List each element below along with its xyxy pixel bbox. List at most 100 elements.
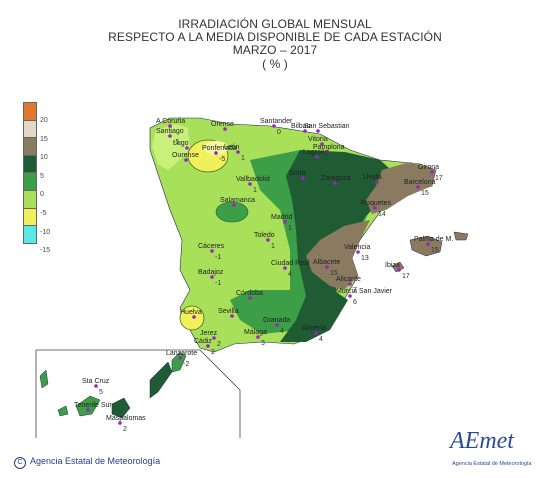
station-name: Ciudad Real xyxy=(271,260,310,267)
station-marker xyxy=(210,249,214,253)
station-name: Barcelona xyxy=(404,179,436,186)
station-marker xyxy=(214,151,218,155)
canaries-inset-border xyxy=(35,349,241,438)
station-name: Vitoria xyxy=(308,136,328,143)
station-marker xyxy=(86,408,90,412)
station-value: -1 xyxy=(215,254,221,261)
station-marker xyxy=(416,185,420,189)
station-marker xyxy=(333,181,337,185)
island-mallorca xyxy=(409,235,443,257)
station-marker xyxy=(192,315,196,319)
station-name: Cáceres xyxy=(198,243,225,250)
legend-tick-label: 5 xyxy=(40,172,44,180)
zone-galicia-pale xyxy=(152,124,190,170)
station-name: Lanzarote xyxy=(166,350,197,357)
copyright: C Agencia Estatal de Meteorología xyxy=(14,456,160,469)
station-value: -2 xyxy=(183,361,189,368)
station-marker xyxy=(275,323,279,327)
station-value: 1 xyxy=(288,225,292,232)
station-name: Soria xyxy=(289,170,305,177)
island-fuerteventura xyxy=(149,361,173,399)
station-name: Ibiza xyxy=(385,262,400,269)
station-name: Ourense xyxy=(172,152,199,159)
station-marker xyxy=(236,150,240,154)
island-la-palma xyxy=(39,369,49,389)
station-marker xyxy=(266,238,270,242)
station-name: Cádiz xyxy=(194,338,212,345)
station-value: 13 xyxy=(361,255,369,262)
station-marker xyxy=(325,265,329,269)
station-name: Lleida xyxy=(363,174,382,181)
station-value: 5 xyxy=(99,389,103,396)
station-name: Madrid xyxy=(271,214,293,221)
copyright-text: Agencia Estatal de Meteorología xyxy=(30,456,161,466)
station-name: Santander xyxy=(260,118,293,125)
station-name: Tenerife Sur xyxy=(74,402,112,409)
island-ibiza xyxy=(391,261,405,273)
station-name: Murcia San Javier xyxy=(336,288,393,295)
legend-swatch xyxy=(23,225,37,244)
station-value: 15 xyxy=(431,247,439,254)
station-value: 2 xyxy=(211,349,215,356)
station-marker xyxy=(223,127,227,131)
island-tenerife xyxy=(75,395,101,417)
station-value: 6 xyxy=(353,299,357,306)
station-marker xyxy=(348,294,352,298)
stations-layer: A Coruña Santiago -5 Orense Santander 0 Bilbao… xyxy=(74,118,453,433)
station-name: Huelva xyxy=(180,309,202,316)
station-value: 1 xyxy=(241,155,245,162)
station-marker xyxy=(375,180,379,184)
zone-salamanca xyxy=(215,201,249,223)
station-name: Valencia xyxy=(344,244,370,251)
station-name: Málaga xyxy=(244,329,267,336)
station-name: Santiago xyxy=(156,128,184,135)
map-title-line-2: RESPECTO A LA MEDIA DISPONIBLE DE CADA E… xyxy=(108,30,442,44)
station-value: 15 xyxy=(421,190,429,197)
station-value: 0 xyxy=(277,129,281,136)
station-name: Jerez xyxy=(200,330,218,337)
zone-brown-east xyxy=(306,220,370,290)
aemet-logo: AEmet Agencia Estatal de Meteorología xyxy=(450,428,540,474)
station-name: León xyxy=(224,144,240,151)
zone-brown-ne xyxy=(366,162,436,214)
station-marker xyxy=(314,331,318,335)
station-name: Córdoba xyxy=(236,290,263,297)
station-marker xyxy=(178,356,182,360)
station-name: Girona xyxy=(418,164,439,171)
station-value: 1 xyxy=(271,243,275,250)
station-value: 4 xyxy=(319,336,323,343)
station-marker xyxy=(426,242,430,246)
station-marker xyxy=(184,158,188,162)
station-name: Badajoz xyxy=(198,269,224,276)
legend-tick-label: 20 xyxy=(40,117,48,124)
station-value: -1 xyxy=(215,280,221,287)
station-value: 2 xyxy=(217,341,221,348)
station-name: Ponferrada xyxy=(202,145,237,152)
station-name: Almería xyxy=(302,325,326,332)
legend-tick-label: 0 xyxy=(40,191,44,199)
station-value: 3 xyxy=(261,340,265,347)
station-name: Toledo xyxy=(254,232,275,239)
color-legend xyxy=(23,102,37,244)
station-value: 2 xyxy=(123,426,127,433)
legend-tick-label: -5 xyxy=(40,210,47,217)
station-name: Granada xyxy=(263,317,290,324)
station-name: Logroño xyxy=(303,149,329,156)
station-marker xyxy=(315,155,319,159)
zone-yellow-inner xyxy=(204,141,228,155)
station-marker xyxy=(272,124,276,128)
station-marker xyxy=(373,206,377,210)
station-value: 7 xyxy=(353,287,357,294)
island-gomera xyxy=(57,405,69,417)
station-name: Pamplona xyxy=(313,144,345,151)
station-value: 4 xyxy=(280,328,284,335)
station-name: San Sebastian xyxy=(304,123,350,130)
logo-wordmark: AEmet xyxy=(450,428,514,454)
station-marker xyxy=(348,282,352,286)
station-marker xyxy=(168,134,172,138)
station-name: Palma de M. xyxy=(414,236,453,243)
station-value: 17 xyxy=(435,175,443,182)
station-name: Bilbao xyxy=(291,123,311,130)
station-name: Orense xyxy=(211,121,234,128)
